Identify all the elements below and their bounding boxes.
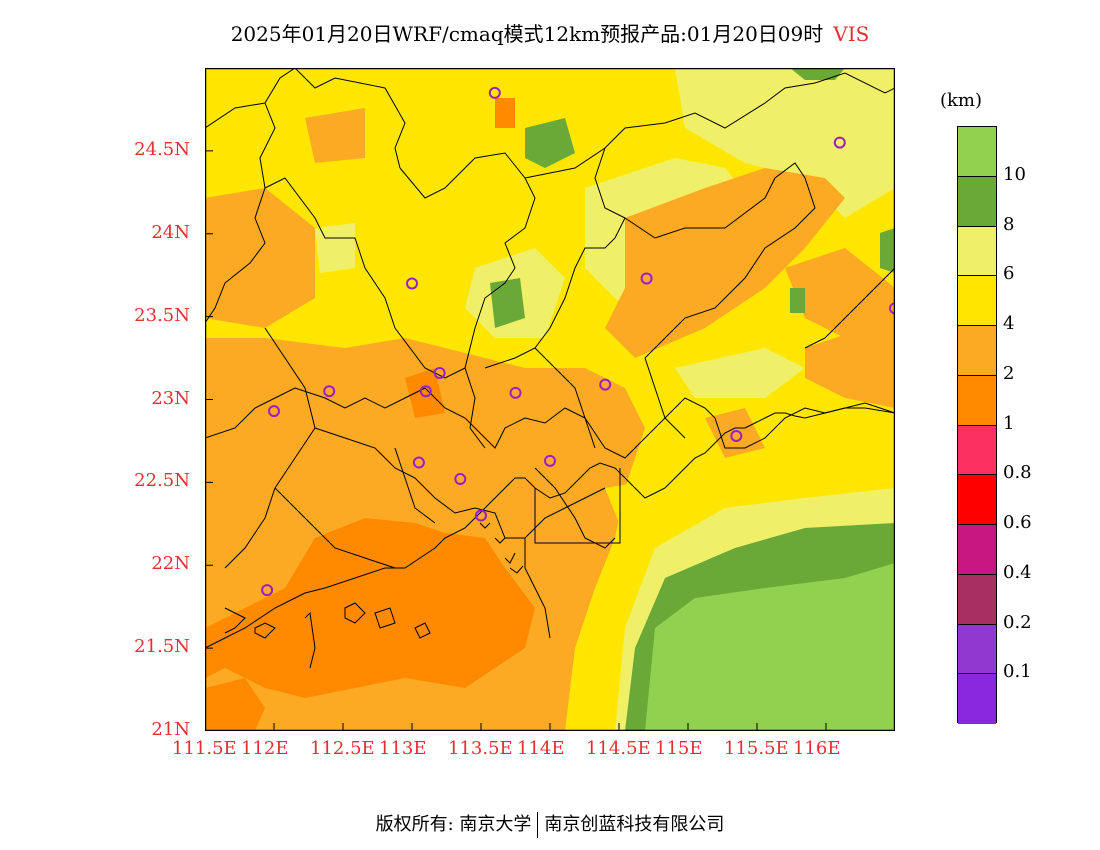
colorbar-label: 6 (1003, 263, 1015, 285)
station-marker (833, 136, 846, 149)
station-marker (419, 385, 432, 398)
axis-ticks (204, 150, 827, 732)
title-variable: VIS (833, 22, 870, 46)
station-marker (406, 277, 418, 290)
colorbar-label: 0.1 (1003, 661, 1032, 683)
vis-zone-6-8-east (675, 348, 805, 398)
coastline (205, 407, 895, 669)
colorbar-label: 0.8 (1003, 462, 1032, 484)
colorbar-label: 0.2 (1003, 611, 1032, 633)
station-marker (261, 584, 274, 597)
x-tick-label: 111.5E (172, 738, 237, 759)
vis-zone-8-10-central (490, 278, 525, 328)
colorbar-segment (958, 127, 996, 177)
colorbar-label: 0.6 (1003, 512, 1032, 533)
station-marker (730, 429, 743, 442)
station-marker (323, 385, 336, 398)
vis-zone-2-4-northeast (605, 168, 845, 358)
station-markers (261, 86, 895, 597)
map-title: 2025年01月20日WRF/cmaq模式12km预报产品:01月20日09时 V… (0, 18, 1100, 47)
x-tick-label: 113E (379, 738, 427, 759)
colorbar-segment (958, 425, 996, 476)
colorbar-segment (958, 475, 996, 525)
colorbar-segment (958, 326, 996, 376)
x-tick-label: 115.5E (724, 738, 789, 759)
vis-zone-8-10-north (525, 118, 575, 168)
colorbar-segment (958, 226, 996, 277)
colorbar-label: 8 (1003, 213, 1015, 235)
colorbar-label: 10 (1003, 163, 1026, 185)
station-marker (412, 456, 425, 469)
x-tick-label: 113.5E (448, 738, 513, 759)
colorbar-segment (958, 674, 996, 724)
colorbar-segment (958, 624, 996, 675)
colorbar-segment (958, 525, 996, 575)
footer-right: 南京创蓝科技有限公司 (544, 814, 725, 835)
station-marker (433, 366, 446, 379)
vis-zone-1-2-coastal-west (205, 518, 535, 698)
vis-zone-8-10-top (790, 68, 845, 80)
station-marker (509, 386, 522, 399)
y-tick-label: 22N (151, 553, 190, 575)
colorbar-segment (958, 276, 996, 326)
colorbar-segment (958, 375, 996, 426)
station-marker (544, 454, 556, 467)
vis-zone-8-10-east (790, 288, 805, 313)
station-marker (454, 473, 467, 486)
vis-zone-2-4-northwest (205, 188, 315, 328)
colorbar-segment (958, 574, 996, 625)
station-marker (475, 509, 487, 522)
colorbar-label: 0.4 (1003, 561, 1032, 583)
y-tick-label: 21.5N (134, 636, 190, 658)
station-marker (599, 378, 612, 391)
vis-zone-2-4-north-patch (305, 108, 365, 163)
y-tick-label: 23.5N (134, 304, 190, 326)
station-marker (640, 272, 653, 285)
footer-separator (537, 812, 539, 838)
title-main: 2025年01月20日WRF/cmaq模式12km预报产品:01月20日09时 (230, 22, 824, 46)
vis-zone-6-8-northeast (675, 68, 895, 218)
colorbar-label: 4 (1003, 313, 1015, 334)
vis-zone-6-8-west (315, 223, 355, 273)
copyright-footer: 版权所有: 南京大学 南京创蓝科技有限公司 (0, 810, 1100, 838)
x-tick-label: 116E (793, 738, 841, 759)
x-tick-label: 112E (241, 738, 289, 759)
station-marker (488, 86, 501, 99)
station-marker (889, 302, 895, 315)
colorbar-label: 2 (1003, 362, 1015, 384)
vis-zone-8-10-east-edge (880, 228, 895, 273)
map-panel (204, 67, 896, 732)
x-tick-label: 114.5E (586, 738, 651, 759)
vis-zone-1-2-foshan (405, 368, 445, 418)
colorbar (957, 126, 997, 724)
vis-zone-10-sea (645, 563, 895, 731)
y-tick-label: 22.5N (134, 470, 190, 492)
vis-zone-1-2-southwest (205, 678, 265, 731)
x-tick-label: 112.5E (310, 738, 375, 759)
y-tick-label: 24N (151, 221, 190, 243)
vis-zone-2-4-east-hills (785, 248, 895, 338)
vis-zone-1-2-north-spot (495, 98, 515, 128)
x-tick-label: 115E (655, 738, 703, 759)
colorbar-unit: (km) (940, 90, 983, 111)
y-tick-label: 24.5N (134, 138, 190, 160)
y-tick-label: 23N (151, 387, 190, 409)
footer-left: 版权所有: 南京大学 (375, 814, 532, 835)
station-marker (268, 405, 280, 418)
colorbar-label: 1 (1003, 412, 1015, 434)
y-tick-label: 21N (151, 719, 190, 740)
x-tick-label: 114E (517, 738, 565, 759)
colorbar-segment (958, 176, 996, 227)
vis-zone-2-4-east-coast (805, 318, 895, 408)
forecast-map (204, 67, 896, 732)
